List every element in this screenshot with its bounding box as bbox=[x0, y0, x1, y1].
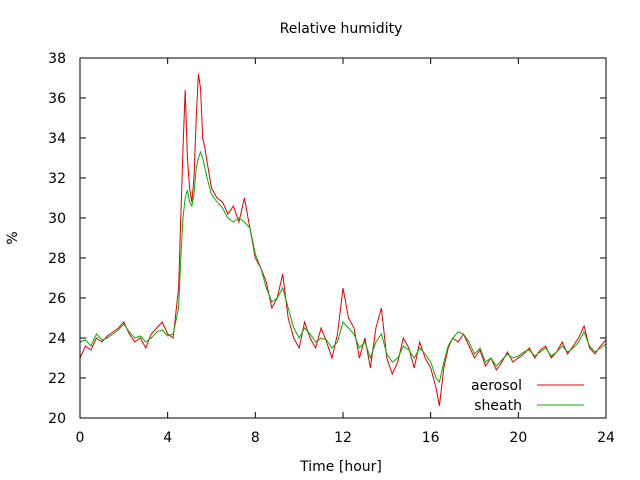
y-tick-label: 34 bbox=[48, 131, 66, 147]
y-tick-label: 26 bbox=[48, 291, 66, 307]
x-tick-label: 20 bbox=[509, 430, 527, 446]
chart-title: Relative humidity bbox=[280, 21, 403, 37]
legend: aerosol sheath bbox=[471, 378, 584, 414]
y-axis-title: % bbox=[5, 231, 21, 244]
y-tick-label: 30 bbox=[48, 211, 66, 227]
y-tick-label: 36 bbox=[48, 91, 66, 107]
y-tick-label: 20 bbox=[48, 411, 66, 427]
legend-label-aerosol: aerosol bbox=[471, 378, 522, 394]
x-tick-label: 24 bbox=[597, 430, 615, 446]
y-tick-label: 38 bbox=[48, 51, 66, 67]
x-tick-label: 4 bbox=[163, 430, 172, 446]
y-tick-label: 24 bbox=[48, 331, 66, 347]
series-line-aerosol bbox=[79, 73, 607, 407]
y-tick-label: 22 bbox=[48, 371, 66, 387]
y-tick-label: 32 bbox=[48, 171, 66, 187]
x-tick-label: 0 bbox=[76, 430, 85, 446]
legend-label-sheath: sheath bbox=[474, 398, 522, 414]
x-axis-title: Time [hour] bbox=[299, 459, 382, 475]
ticks-layer: 0 4 8 12 16 20 24 20 22 24 26 28 30 32 34 36 38 bbox=[48, 51, 615, 446]
y-tick-label: 28 bbox=[48, 251, 66, 267]
series-line-sheath bbox=[79, 150, 607, 384]
x-tick-label: 16 bbox=[422, 430, 440, 446]
x-tick-label: 12 bbox=[334, 430, 352, 446]
plot-frame bbox=[79, 57, 607, 419]
x-tick-label: 8 bbox=[251, 430, 260, 446]
series-layer bbox=[79, 73, 607, 407]
